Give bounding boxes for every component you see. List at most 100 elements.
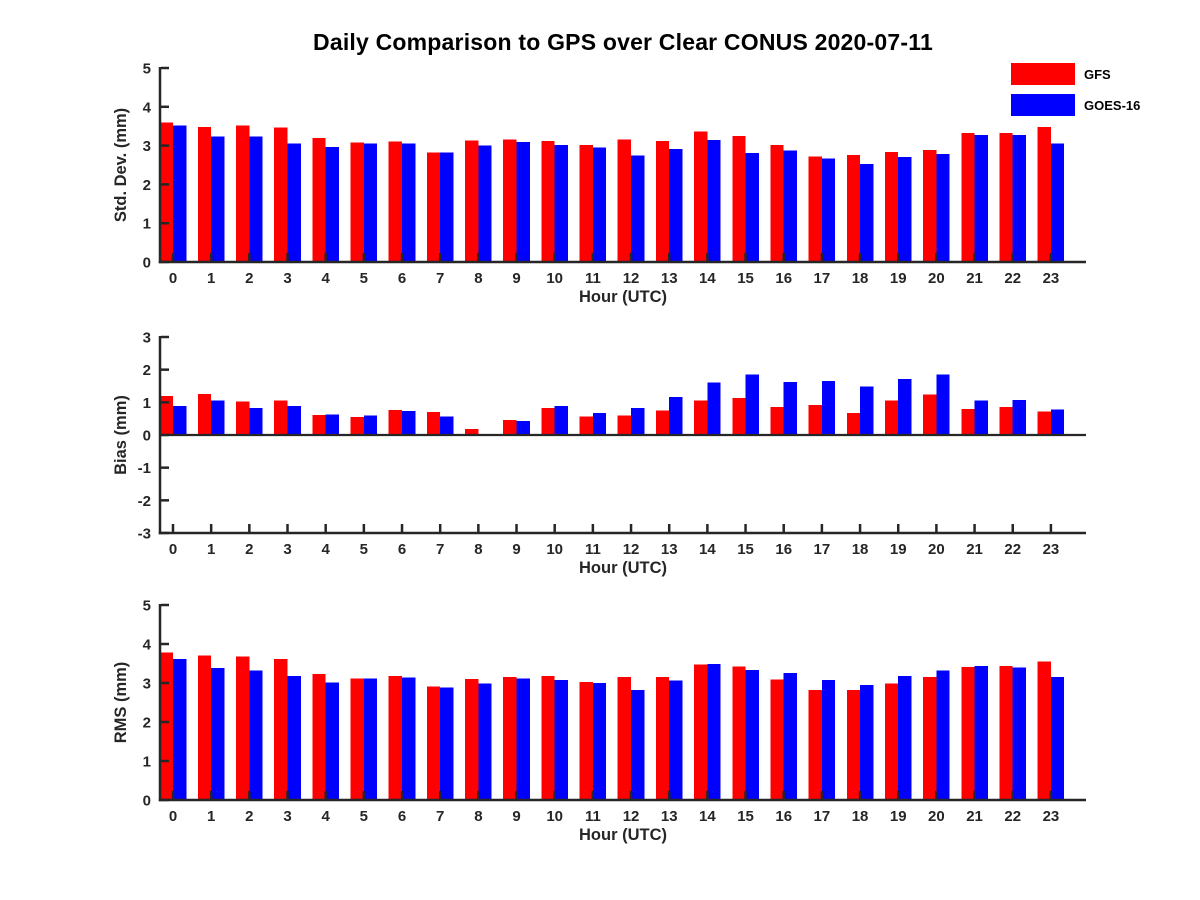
x-tick-label: 22 bbox=[1004, 808, 1021, 825]
bar-goes16-h9 bbox=[516, 421, 530, 435]
bar-gfs-h11 bbox=[579, 416, 593, 435]
bar-goes16-h1 bbox=[211, 667, 225, 800]
bar-gfs-h21 bbox=[961, 408, 975, 435]
bar-goes16-h21 bbox=[974, 665, 988, 800]
bar-gfs-h21 bbox=[961, 132, 975, 262]
goes16-swatch-icon bbox=[1011, 94, 1075, 116]
bar-goes16-h17 bbox=[821, 158, 836, 262]
bar-gfs-h15 bbox=[732, 398, 746, 435]
x-tick-label: 21 bbox=[966, 808, 983, 825]
bar-gfs-h0 bbox=[159, 652, 173, 800]
bar-goes16-h0 bbox=[173, 658, 187, 800]
x-tick-label: 20 bbox=[928, 541, 945, 558]
bar-gfs-h23 bbox=[1037, 661, 1051, 800]
bar-goes16-h22 bbox=[1012, 400, 1026, 435]
bar-goes16-h7 bbox=[440, 687, 454, 800]
bar-gfs-h12 bbox=[617, 415, 631, 435]
x-tick-label: 22 bbox=[1004, 270, 1021, 287]
y-tick-label: 2 bbox=[143, 177, 151, 194]
bar-goes16-h16 bbox=[783, 150, 797, 262]
bar-gfs-h10 bbox=[541, 140, 555, 262]
bar-gfs-h3 bbox=[274, 400, 288, 435]
bar-gfs-h15 bbox=[732, 135, 746, 262]
x-tick-label: 11 bbox=[585, 270, 601, 287]
bar-gfs-h6 bbox=[388, 141, 402, 262]
bar-goes16-h8 bbox=[478, 145, 492, 262]
bar-gfs-h20 bbox=[923, 394, 937, 435]
bar-goes16-h4 bbox=[325, 414, 339, 435]
x-tick-label: 12 bbox=[623, 270, 640, 287]
bar-gfs-h1 bbox=[197, 655, 212, 800]
y-axis-title: Std. Dev. (mm) bbox=[112, 108, 130, 222]
x-tick-label: 16 bbox=[775, 270, 792, 287]
bar-goes16-h11 bbox=[592, 412, 607, 435]
bar-gfs-h13 bbox=[655, 677, 670, 800]
bar-gfs-h15 bbox=[732, 666, 746, 800]
bar-gfs-h3 bbox=[274, 658, 288, 800]
x-axis-title: Hour (UTC) bbox=[579, 288, 667, 306]
x-tick-label: 1 bbox=[207, 541, 215, 558]
bar-goes16-h20 bbox=[936, 374, 950, 435]
chart-legend: GFS GOES-16 bbox=[1011, 63, 1140, 116]
legend-entry-gfs: GFS bbox=[1011, 63, 1140, 85]
x-tick-label: 13 bbox=[661, 541, 678, 558]
x-tick-label: 3 bbox=[283, 541, 291, 558]
bar-gfs-h23 bbox=[1037, 127, 1051, 262]
x-tick-label: 17 bbox=[814, 808, 831, 825]
x-tick-label: 9 bbox=[512, 541, 520, 558]
bar-gfs-h9 bbox=[503, 676, 517, 800]
bar-goes16-h23 bbox=[1050, 409, 1065, 435]
bar-goes16-h5 bbox=[363, 143, 378, 262]
x-tick-label: 13 bbox=[661, 270, 678, 287]
bar-gfs-h7 bbox=[426, 152, 441, 262]
bar-goes16-h4 bbox=[325, 146, 339, 262]
x-tick-label: 3 bbox=[283, 808, 291, 825]
x-tick-label: 9 bbox=[512, 808, 520, 825]
bar-gfs-h5 bbox=[350, 417, 364, 435]
bar-goes16-h2 bbox=[249, 670, 263, 800]
x-tick-label: 14 bbox=[699, 808, 716, 825]
bar-goes16-h21 bbox=[974, 135, 988, 262]
x-tick-label: 15 bbox=[737, 808, 754, 825]
bar-gfs-h5 bbox=[350, 678, 364, 800]
x-tick-label: 5 bbox=[360, 541, 368, 558]
x-axis-title: Hour (UTC) bbox=[579, 559, 667, 577]
x-tick-label: 0 bbox=[169, 270, 177, 287]
x-tick-label: 7 bbox=[436, 808, 444, 825]
bar-gfs-h17 bbox=[808, 690, 822, 800]
x-tick-label: 6 bbox=[398, 808, 406, 825]
bar-gfs-h22 bbox=[999, 407, 1013, 435]
x-tick-label: 13 bbox=[661, 808, 678, 825]
bar-gfs-h4 bbox=[312, 415, 326, 435]
x-tick-label: 6 bbox=[398, 270, 406, 287]
legend-label-gfs: GFS bbox=[1084, 66, 1111, 82]
bar-gfs-h11 bbox=[579, 144, 593, 262]
x-tick-label: 2 bbox=[245, 270, 253, 287]
bar-goes16-h13 bbox=[669, 149, 683, 262]
x-tick-label: 8 bbox=[474, 541, 482, 558]
bar-goes16-h11 bbox=[592, 683, 607, 800]
x-tick-label: 16 bbox=[775, 808, 792, 825]
x-tick-label: 6 bbox=[398, 541, 406, 558]
bar-goes16-h15 bbox=[745, 153, 759, 262]
bar-goes16-h2 bbox=[249, 407, 263, 435]
y-tick-label: 0 bbox=[143, 255, 151, 272]
bar-gfs-h14 bbox=[694, 664, 708, 800]
x-tick-label: 20 bbox=[928, 270, 945, 287]
y-tick-label: 5 bbox=[143, 598, 151, 615]
bar-gfs-h23 bbox=[1037, 411, 1051, 435]
bar-goes16-h18 bbox=[860, 164, 874, 262]
x-tick-label: 3 bbox=[283, 270, 291, 287]
x-tick-label: 10 bbox=[546, 808, 563, 825]
bar-goes16-h18 bbox=[860, 386, 874, 435]
bar-goes16-h15 bbox=[745, 374, 759, 435]
bar-goes16-h23 bbox=[1050, 677, 1065, 800]
bar-gfs-h18 bbox=[846, 412, 861, 435]
bar-goes16-h19 bbox=[898, 156, 912, 262]
bar-gfs-h10 bbox=[541, 676, 555, 800]
bar-goes16-h6 bbox=[402, 410, 416, 435]
bar-goes16-h8 bbox=[478, 683, 492, 800]
bar-gfs-h7 bbox=[426, 686, 441, 800]
legend-label-goes16: GOES-16 bbox=[1084, 97, 1141, 113]
